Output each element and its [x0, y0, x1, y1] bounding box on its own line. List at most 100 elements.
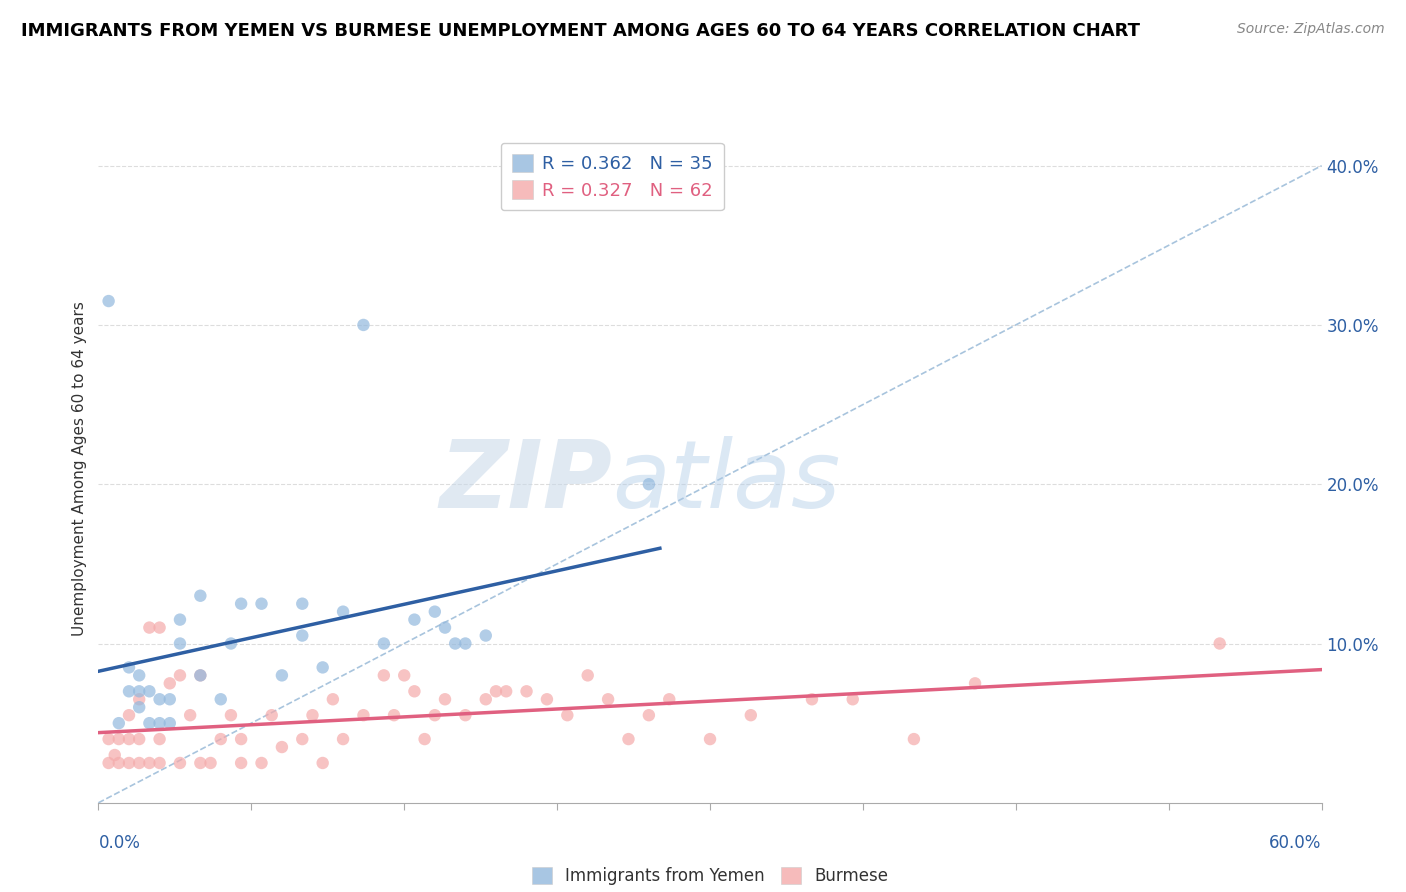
Point: [138, 684, 160, 698]
Point: [118, 684, 141, 698]
Point: [169, 756, 191, 770]
Point: [209, 732, 232, 747]
Point: [149, 756, 172, 770]
Point: [250, 756, 273, 770]
Point: [179, 708, 201, 723]
Point: [841, 692, 863, 706]
Point: [108, 756, 131, 770]
Point: [231, 732, 253, 747]
Point: [454, 708, 477, 723]
Point: [128, 668, 150, 682]
Point: [423, 605, 446, 619]
Point: [188, 756, 212, 770]
Point: [617, 732, 640, 747]
Point: [118, 708, 141, 723]
Point: [598, 692, 620, 706]
Point: [149, 732, 172, 747]
Point: [423, 708, 446, 723]
Point: [149, 692, 172, 706]
Point: [97, 294, 120, 309]
Point: [658, 692, 681, 706]
Point: [404, 684, 426, 698]
Text: atlas: atlas: [612, 436, 841, 527]
Point: [188, 668, 212, 682]
Point: [332, 732, 354, 747]
Point: [108, 716, 131, 731]
Point: [352, 708, 374, 723]
Point: [801, 692, 824, 706]
Point: [108, 732, 131, 747]
Point: [128, 700, 150, 714]
Point: [128, 732, 150, 747]
Point: [219, 708, 242, 723]
Point: [231, 756, 253, 770]
Point: [495, 684, 517, 698]
Point: [404, 613, 426, 627]
Point: [291, 732, 314, 747]
Point: [382, 708, 405, 723]
Point: [454, 636, 477, 650]
Point: [474, 692, 498, 706]
Point: [965, 676, 987, 690]
Point: [128, 756, 150, 770]
Point: [200, 756, 222, 770]
Point: [536, 692, 558, 706]
Point: [352, 318, 374, 332]
Point: [97, 756, 120, 770]
Point: [555, 708, 579, 723]
Text: 0.0%: 0.0%: [98, 834, 141, 852]
Point: [169, 636, 191, 650]
Point: [485, 684, 508, 698]
Point: [740, 708, 762, 723]
Point: [373, 668, 395, 682]
Point: [169, 668, 191, 682]
Point: [291, 597, 314, 611]
Point: [159, 676, 181, 690]
Point: [149, 716, 172, 731]
Point: [219, 636, 242, 650]
Point: [159, 692, 181, 706]
Point: [159, 716, 181, 731]
Text: 60.0%: 60.0%: [1270, 834, 1322, 852]
Point: [138, 716, 160, 731]
Legend: Immigrants from Yemen, Burmese: Immigrants from Yemen, Burmese: [522, 856, 898, 892]
Point: [434, 621, 457, 635]
Point: [270, 740, 294, 755]
Point: [413, 732, 436, 747]
Point: [1209, 636, 1232, 650]
Point: [434, 692, 457, 706]
Point: [138, 621, 160, 635]
Y-axis label: Unemployment Among Ages 60 to 64 years: Unemployment Among Ages 60 to 64 years: [72, 301, 87, 636]
Point: [149, 621, 172, 635]
Point: [332, 605, 354, 619]
Point: [576, 668, 599, 682]
Point: [903, 732, 925, 747]
Point: [128, 692, 150, 706]
Point: [444, 636, 467, 650]
Point: [118, 732, 141, 747]
Point: [270, 668, 294, 682]
Point: [373, 636, 395, 650]
Point: [209, 692, 232, 706]
Point: [516, 684, 538, 698]
Point: [301, 708, 323, 723]
Point: [474, 628, 498, 642]
Point: [637, 477, 661, 491]
Point: [188, 668, 212, 682]
Point: [699, 732, 721, 747]
Point: [312, 660, 335, 674]
Point: [250, 597, 273, 611]
Point: [392, 668, 416, 682]
Point: [128, 684, 150, 698]
Text: ZIP: ZIP: [439, 435, 612, 528]
Point: [138, 756, 160, 770]
Point: [291, 628, 314, 642]
Point: [260, 708, 283, 723]
Point: [322, 692, 344, 706]
Point: [312, 756, 335, 770]
Text: Source: ZipAtlas.com: Source: ZipAtlas.com: [1237, 22, 1385, 37]
Point: [97, 732, 120, 747]
Point: [118, 756, 141, 770]
Point: [188, 589, 212, 603]
Point: [231, 597, 253, 611]
